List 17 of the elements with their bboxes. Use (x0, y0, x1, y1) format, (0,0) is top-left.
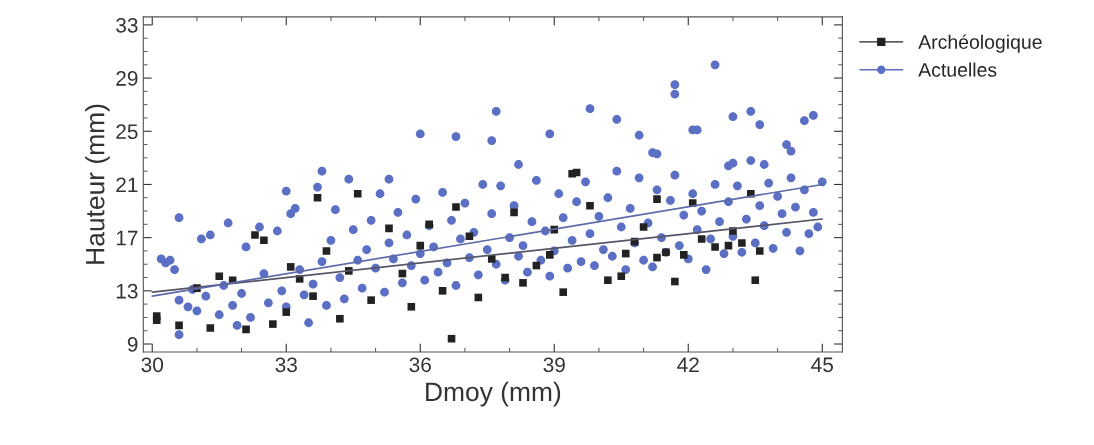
y-tick-label: 17 (116, 230, 138, 246)
y-axis-title: Hauteur (mm) (85, 104, 110, 264)
x-tick-label: 45 (811, 357, 833, 373)
y-tick-label: 9 (127, 337, 138, 352)
y-tick-label: 21 (116, 177, 138, 192)
x-tick-label: 30 (141, 357, 164, 373)
y-tick-label: 25 (116, 124, 138, 140)
y-tick-label: 29 (116, 71, 138, 86)
x-tick-label: 33 (275, 357, 297, 373)
legend-label: Archéologique (918, 34, 1042, 53)
x-axis-title: Dmoy (mm) (426, 381, 561, 407)
x-tick-label: 36 (409, 357, 431, 373)
y-tick-label: 33 (116, 17, 138, 33)
legend-label: Actuelles (918, 62, 997, 77)
x-tick-label: 42 (677, 357, 699, 372)
x-tick-label: 39 (543, 357, 565, 373)
y-tick-label: 13 (116, 283, 138, 299)
